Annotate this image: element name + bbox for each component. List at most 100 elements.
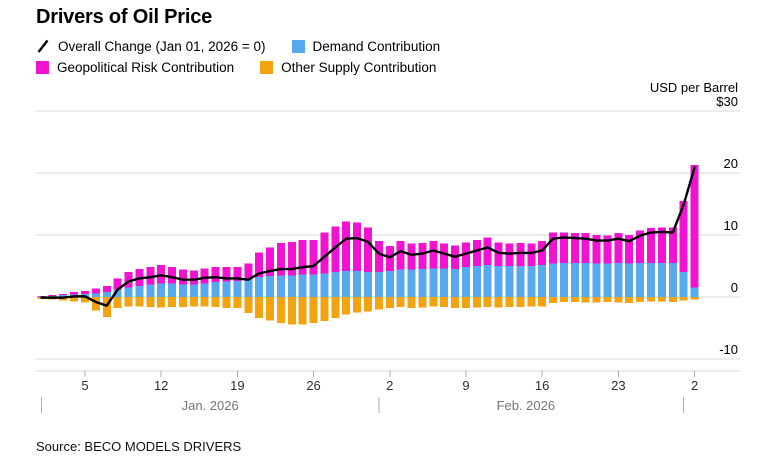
demand-bar [418,269,427,297]
other-supply-bar [494,297,503,308]
other-supply-bar [603,297,612,302]
other-supply-bar [407,297,416,309]
other-supply-bar [331,297,340,319]
other-supply-bar [516,297,525,307]
demand-bar [189,284,198,297]
geopolitical-bar [320,232,329,274]
demand-bars [37,262,699,297]
demand-bar [549,263,558,297]
geopolitical-bar [527,243,536,266]
demand-bar [91,293,100,297]
other-supply-bar [364,297,372,312]
other-supply-bar [570,297,579,302]
geopolitical-bar [679,200,688,273]
demand-bar [570,262,579,297]
x-axis-tick-label: 16 [535,378,549,393]
other-supply-bar [59,297,68,301]
other-supply-bar [657,297,666,302]
geopolitical-bar [625,235,634,264]
geopolitical-bar [287,241,296,276]
geopolitical-bar [364,227,372,273]
geopolitical-bar [559,232,568,263]
geopolitical-bar [276,243,285,276]
other-supply-bar [287,297,296,325]
demand-bar [59,295,68,297]
demand-bar [603,263,612,297]
demand-bar [461,267,470,297]
other-supply-bar [244,297,253,314]
x-axis-tick-label: 26 [306,378,320,393]
other-supply-bar [461,297,470,309]
geopolitical-bar [309,239,318,275]
demand-bar [374,272,383,297]
geopolitical-bar [657,227,666,263]
demand-bar [614,262,623,297]
other-supply-bar [222,297,231,309]
legend-item-overall-change: Overall Change (Jan 01, 2026 = 0) [36,39,266,54]
geopolitical-bar [102,285,111,293]
demand-bar [690,287,699,297]
legend-item-other-supply: Other Supply Contribution [260,60,436,75]
gridlines [36,110,740,360]
demand-bar [342,270,351,297]
demand-bar [222,281,231,297]
geopolitical-bar [374,241,383,273]
geopolitical-bar [647,228,656,263]
legend-item-geopolitical: Geopolitical Risk Contribution [36,60,234,75]
geopolitical-bar [48,295,57,296]
legend-item-demand: Demand Contribution [291,39,441,54]
other-supply-bar [353,297,362,313]
month-label: Feb. 2026 [497,398,556,413]
geopolitical-bar [168,267,177,284]
demand-bar [287,275,296,297]
geopolitical-bar [440,243,449,269]
other-supply-bar [679,297,688,301]
legend-label-demand: Demand Contribution [312,39,441,54]
other-supply-bar [668,297,677,302]
other-supply-bar [385,297,394,309]
other-supply-bar [429,297,438,307]
geopolitical-bar [124,272,133,288]
demand-bar [483,264,492,297]
demand-bar [679,272,688,297]
demand-bar [505,266,514,297]
geopolitical-bar [211,267,220,283]
geopolitical-bar [603,235,612,264]
other-supply-color-swatch-icon [260,61,274,74]
other-supply-bar [538,297,547,307]
geopolitical-bar [396,241,405,270]
geopolitical-bar [614,233,623,263]
demand-bar [124,287,133,297]
geopolitical-bar [581,233,590,263]
geopolitical-bar [266,247,275,276]
overall-line-sample-icon [37,39,49,53]
x-axis-tick-label: 9 [462,378,469,393]
other-supply-bar [124,297,133,307]
geopolitical-bar [91,288,100,294]
x-axis: 5 12 19 26 2 9 16 23 2 [36,370,740,393]
x-axis-tick-label: 2 [386,378,393,393]
other-supply-bar [527,297,536,307]
geopolitical-bars [37,164,699,297]
other-supply-bar [157,297,166,308]
geopolitical-bar [516,243,525,266]
geopolitical-bar [200,268,209,284]
other-supply-bar [483,297,492,307]
geopolitical-bar [538,241,547,265]
geopolitical-bar [178,269,187,285]
geopolitical-bar [222,267,231,282]
demand-bar [178,284,187,297]
geopolitical-bar [298,239,307,275]
demand-bar [516,266,525,297]
geopolitical-bar [157,264,166,284]
demand-bar [647,262,656,297]
geopolitical-bar [429,241,438,269]
geopolitical-bar [690,164,699,288]
other-supply-bar [80,297,89,303]
geopolitical-bar [636,230,645,263]
other-supply-bar [549,297,558,304]
x-axis-tick-label: 5 [81,378,88,393]
demand-bar [48,295,57,297]
geopolitical-bar [494,242,503,266]
